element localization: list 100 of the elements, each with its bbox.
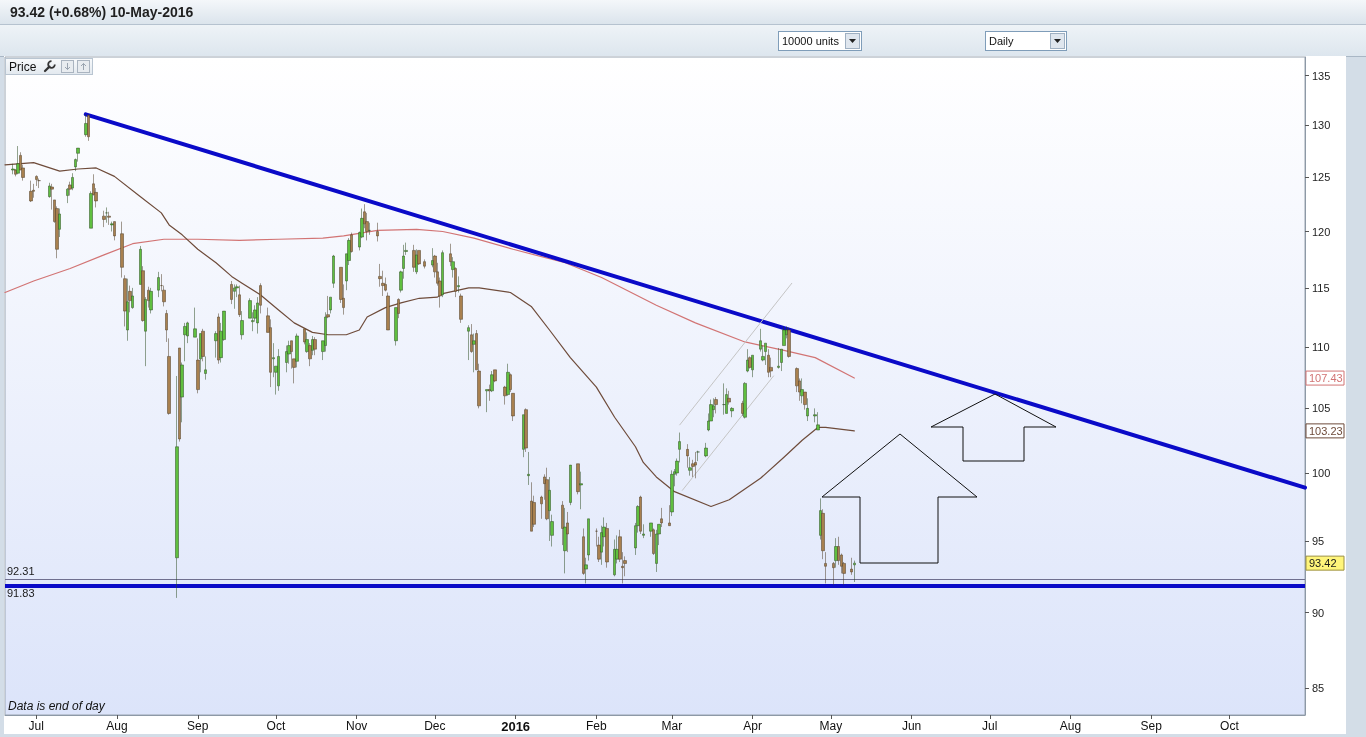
candlestick	[470, 323, 473, 354]
candlestick	[816, 411, 820, 431]
candlestick	[561, 500, 564, 546]
candlestick	[311, 335, 314, 356]
text: 93.42	[1309, 557, 1337, 570]
candlestick	[449, 243, 452, 267]
candlestick	[178, 347, 181, 442]
candlestick	[89, 191, 93, 229]
y-tick-label: 100	[1312, 466, 1331, 479]
x-tick-label: Oct	[1220, 719, 1240, 733]
candlestick	[308, 342, 312, 367]
candlestick	[183, 322, 187, 362]
candlestick	[748, 356, 752, 369]
candlestick	[569, 464, 572, 506]
candlestick	[332, 254, 335, 289]
candlestick	[196, 338, 200, 394]
candlestick	[850, 557, 853, 576]
candlestick	[821, 508, 825, 560]
y-tick-label: 95	[1312, 534, 1325, 547]
candlestick	[688, 456, 692, 476]
candlestick	[199, 333, 202, 373]
candlestick	[777, 347, 780, 369]
x-tick-label: Nov	[346, 719, 368, 733]
y-axis-title: Price	[9, 60, 37, 74]
x-tick-label: Apr	[743, 719, 763, 733]
candlestick	[488, 384, 491, 402]
x-tick-label: Aug	[106, 719, 128, 733]
candlestick	[415, 249, 418, 275]
candlestick	[240, 310, 244, 340]
candlestick	[68, 181, 72, 196]
candlestick	[48, 182, 51, 198]
text: 10000 units	[782, 35, 839, 47]
annotation: 107.43	[1309, 372, 1343, 385]
candlestick	[451, 256, 455, 278]
candlestick	[652, 528, 655, 556]
text: Daily	[989, 35, 1014, 47]
candlestick	[113, 221, 116, 241]
candlestick	[490, 370, 494, 393]
candlestick	[509, 373, 512, 393]
candlestick	[303, 328, 306, 345]
candlestick	[642, 524, 645, 539]
x-tick-label: Jun	[901, 719, 922, 733]
x-tick-label: Dec	[424, 719, 446, 733]
candlestick	[147, 286, 150, 308]
candlestick	[649, 522, 653, 537]
candlestick	[285, 345, 288, 373]
x-tick-label: Jul	[28, 719, 44, 733]
x-tick-label: Sep	[1140, 719, 1163, 733]
candlestick	[472, 333, 476, 373]
candlestick	[139, 245, 142, 285]
candlestick	[423, 259, 426, 269]
candlestick	[584, 557, 588, 584]
candlestick	[527, 451, 530, 486]
candlestick	[704, 442, 708, 458]
candlestick	[741, 400, 744, 417]
candlestick	[639, 495, 642, 535]
y-tick-label: 90	[1312, 606, 1325, 619]
candlestick	[743, 381, 747, 419]
candlestick	[87, 114, 90, 142]
candlestick	[144, 296, 147, 367]
candlestick	[587, 518, 590, 561]
candlestick	[511, 393, 515, 422]
candlestick	[780, 348, 783, 372]
candlestick	[819, 498, 822, 540]
x-tick-label: Jul	[982, 719, 998, 733]
chart-title: 93.42 (+0.68%) 10-May-2016	[10, 4, 194, 20]
candlestick	[824, 551, 827, 584]
candlestick	[214, 330, 218, 358]
candlestick	[217, 313, 220, 364]
x-tick-label: May	[819, 719, 843, 733]
candlestick	[329, 296, 332, 314]
x-tick-label: Feb	[586, 719, 608, 733]
candlestick	[485, 389, 489, 413]
candlestick	[71, 172, 74, 191]
y-tick-label: 105	[1312, 402, 1331, 415]
candlestick	[764, 342, 767, 366]
candlestick	[660, 507, 663, 528]
candlestick	[29, 180, 33, 203]
candlestick	[66, 187, 69, 204]
y-tick-label: 135	[1312, 69, 1331, 82]
candlestick	[727, 390, 731, 405]
candlestick	[530, 482, 533, 532]
candlestick	[686, 443, 689, 468]
candlestick	[605, 522, 609, 568]
candlestick	[712, 398, 715, 418]
candlestick	[832, 561, 835, 586]
candlestick	[467, 325, 470, 361]
candlestick	[441, 250, 444, 298]
candlestick	[545, 467, 549, 521]
label-box: Price	[5, 58, 93, 75]
x-tick-label: Mar	[661, 719, 683, 733]
candlestick	[853, 560, 856, 583]
ref-line-label: 92.31	[7, 565, 35, 578]
annotation: Data is end of day	[8, 699, 105, 713]
candlestick	[126, 278, 129, 341]
candlestick	[175, 375, 179, 599]
candlestick	[386, 292, 390, 331]
x-tick-label: Aug	[1059, 719, 1082, 733]
candlestick	[141, 265, 145, 322]
y-tick-label: 125	[1312, 171, 1331, 184]
